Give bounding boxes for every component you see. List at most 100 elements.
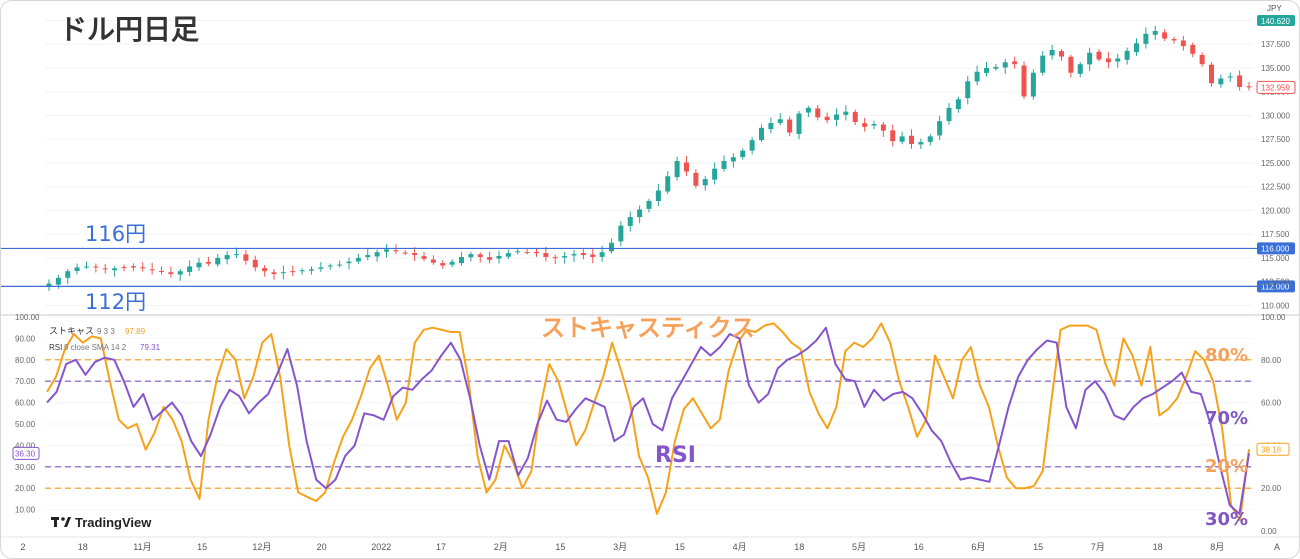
time-axis-label: 11月 xyxy=(133,542,151,552)
candle-body xyxy=(421,256,427,259)
candle-body xyxy=(477,254,483,257)
oscillator-right-tick: 60.00 xyxy=(1261,399,1282,408)
candle-body xyxy=(1087,52,1093,65)
candlestick-series xyxy=(46,25,1252,291)
time-axis-label: 7月 xyxy=(1091,542,1105,552)
time-axis: 2 18 11月 15 12月 20 2022 17 2月 15 3月 15 4月 18 5月 16 6月 15 7… xyxy=(1,536,1299,552)
oscillator-right-tick: 0.00 xyxy=(1261,527,1277,536)
candle-body xyxy=(1162,32,1168,39)
candle-body xyxy=(1180,40,1186,47)
price-tick-label: 122.500 xyxy=(1261,183,1290,192)
price-tick-label: 112.500 xyxy=(1261,278,1290,287)
candle-body xyxy=(440,263,446,266)
candle-body xyxy=(937,121,943,136)
candle-body xyxy=(515,251,521,253)
rsi-line[interactable] xyxy=(46,326,1250,515)
candle-body xyxy=(590,254,596,257)
candle-body xyxy=(1143,33,1149,44)
candle-body xyxy=(618,225,624,242)
support-line-tag-text: 116.000 xyxy=(1261,244,1290,253)
candle-body xyxy=(309,269,314,271)
time-axis-label: 15 xyxy=(197,542,207,552)
time-axis-label: A xyxy=(1274,542,1280,552)
candle-body xyxy=(580,253,586,256)
last-price-tag-text: 132.959 xyxy=(1261,83,1290,92)
tv-logo-slash xyxy=(64,517,71,527)
candle-body xyxy=(299,270,305,272)
tradingview-logo: TradingView xyxy=(51,515,152,530)
time-axis-label: 18 xyxy=(78,542,88,552)
oscillator-right-tick: 20.00 xyxy=(1261,484,1282,493)
candle-body xyxy=(402,252,408,254)
candle-body xyxy=(430,259,436,263)
candle-body xyxy=(505,253,511,257)
candle-body xyxy=(468,254,474,258)
candle-body xyxy=(365,255,371,258)
rsi-value-tag xyxy=(12,446,40,460)
candle-body xyxy=(224,255,230,260)
oscillator-right-tick: 100.00 xyxy=(1261,313,1286,322)
candle-body xyxy=(599,252,605,257)
candle-body xyxy=(684,162,689,172)
candle-body xyxy=(1199,54,1205,65)
tv-logo-dot xyxy=(61,517,65,521)
oscillator-levels xyxy=(45,359,1253,489)
candle-body xyxy=(955,99,961,110)
candle-body xyxy=(1134,43,1139,53)
candle-body xyxy=(205,261,211,264)
rsi-legend-value: 79.31 xyxy=(140,343,161,352)
level-30-annotation: 30% xyxy=(1205,509,1248,530)
rsi-legend[interactable]: RSI 9 close SMA 14 2 79.31 xyxy=(49,343,161,352)
oscillator-axis: 100.00 90.00 80.00 70.00 60.00 50.00 40.00 30.0… xyxy=(12,313,1290,536)
candle-body xyxy=(1237,75,1243,87)
line-112-label: 112円 xyxy=(85,290,146,314)
candle-body xyxy=(46,283,52,287)
candle-body xyxy=(384,249,389,252)
candle-body xyxy=(637,209,643,218)
candle-body xyxy=(74,267,80,271)
oscillator-left-tick: 90.00 xyxy=(15,334,36,343)
rsi-annotation: RSI xyxy=(655,443,696,468)
oscillator-left-tick: 30.00 xyxy=(15,463,36,472)
currency-label[interactable]: JPY xyxy=(1267,4,1282,13)
candle-body xyxy=(665,176,671,192)
stochastic-legend-name: ストキャス xyxy=(49,326,94,336)
price-tick-label: 115.000 xyxy=(1261,254,1290,263)
candle-body xyxy=(130,266,136,268)
candle-body xyxy=(112,268,118,271)
candle-body xyxy=(159,271,164,273)
time-axis-label: 15 xyxy=(1033,542,1043,552)
price-axis: 140.000137.500135.000132.500130.000127.5… xyxy=(1256,15,1296,310)
oscillator-left-tick: 80.00 xyxy=(15,356,36,365)
candle-body xyxy=(918,142,924,145)
candle-body xyxy=(65,271,71,278)
candle-body xyxy=(646,200,652,209)
time-axis-label: 5月 xyxy=(852,542,866,552)
stochastic-legend-value: 97.89 xyxy=(125,327,146,336)
tv-logo-stem xyxy=(54,517,57,527)
candle-body xyxy=(487,257,493,260)
candle-body xyxy=(496,256,502,259)
level-80-annotation: 80% xyxy=(1205,345,1248,366)
price-tick-label: 120.000 xyxy=(1261,206,1290,215)
candle-body xyxy=(215,257,221,265)
candle-body xyxy=(327,265,333,267)
candle-body xyxy=(965,81,971,99)
time-axis-label: 2022 xyxy=(371,542,391,552)
stochastic-value-tag-text: 38.18 xyxy=(1261,445,1282,454)
candle-body xyxy=(1227,76,1233,78)
time-axis-label: 16 xyxy=(914,542,924,552)
candle-body xyxy=(449,261,455,265)
time-axis-label: 2月 xyxy=(494,542,508,552)
time-axis-label: 3月 xyxy=(613,542,627,552)
stochastic-line[interactable] xyxy=(46,322,1250,522)
oscillator-left-tick: 50.00 xyxy=(15,420,36,429)
candle-body xyxy=(121,267,127,269)
candle-body xyxy=(1218,78,1224,85)
candle-body xyxy=(262,268,268,272)
stochastic-legend[interactable]: ストキャス 9 3 3 97.89 xyxy=(49,326,146,336)
price-tick-label: 127.500 xyxy=(1261,135,1290,144)
candle-body xyxy=(196,262,202,268)
candle-body xyxy=(721,161,727,169)
